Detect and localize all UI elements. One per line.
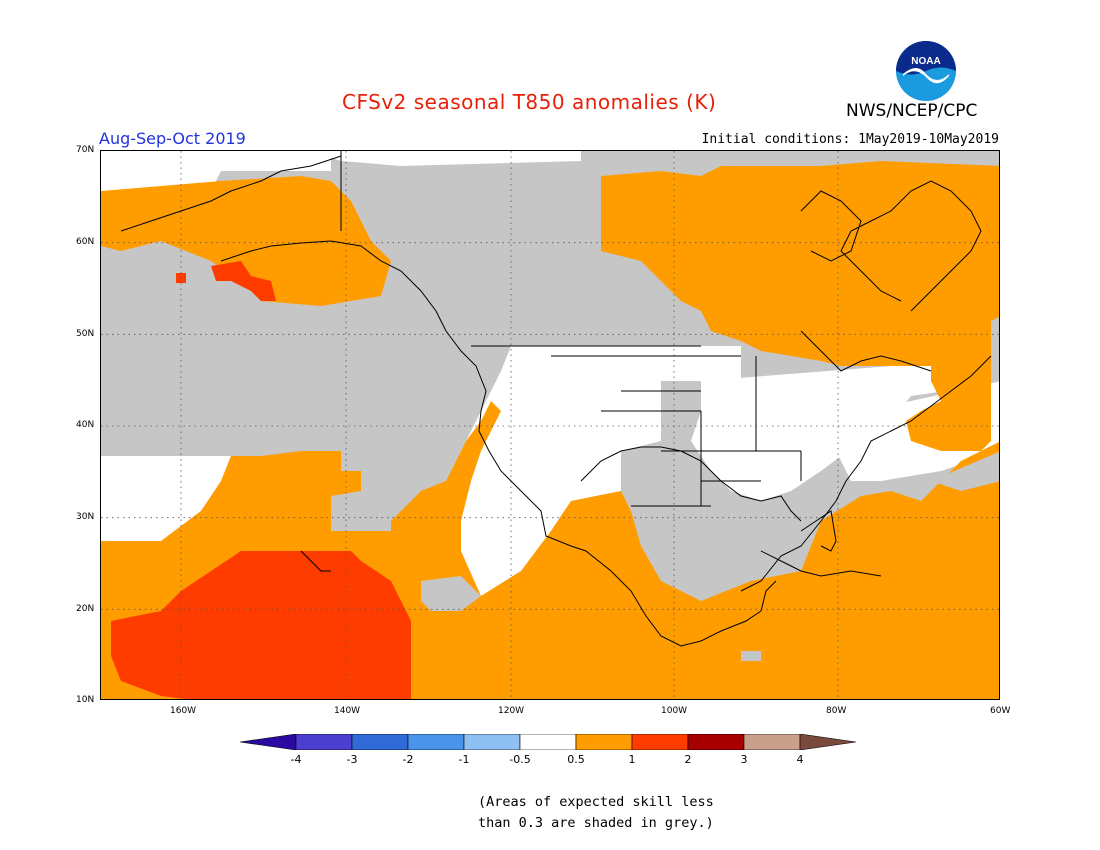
white-arctic-west [101,151,331,196]
lon-label-100w: 100W [661,706,688,716]
grey-texas-hole [631,481,691,561]
colorbar-label-pos2: 2 [684,753,692,766]
white-arctic-central [311,151,581,166]
agency-label: NWS/NCEP/CPC [846,101,978,121]
lon-label-80w: 80W [826,706,847,716]
grey-central-america-hole [741,651,761,661]
skill-note-line1: (Areas of expected skill less [478,794,714,810]
initial-conditions-label: Initial conditions: 1May2019-10May2019 [701,132,999,147]
noaa-logo: NOAA [896,41,956,101]
anomaly-map [100,150,1000,700]
colorbar [240,734,857,750]
lat-label-60n: 60N [76,237,95,247]
logo-gull [903,68,949,84]
lat-label-70n: 70N [76,145,95,155]
lon-label-60w: 60W [990,706,1011,716]
colorbar-label-neg3: -3 [346,753,358,766]
lat-label-20n: 20N [76,604,95,614]
colorbar-label-neg05: -0.5 [509,753,531,766]
colorbar-label-pos05: 0.5 [567,753,585,766]
lat-label-10n: 10N [76,695,95,705]
grey-atlantic-hole [931,451,999,491]
orange-eastern-canada [601,161,999,451]
colorbar-segment [743,734,801,750]
colorbar-label-pos3: 3 [740,753,748,766]
white-eastern-us [691,366,946,501]
map-title: CFSv2 seasonal T850 anomalies (K) [342,90,717,114]
logo-text: NOAA [911,56,940,67]
skill-note-line2: than 0.3 are shaded in grey.) [478,815,714,831]
coastlines [120,151,992,647]
colorbar-segments [240,734,857,750]
red-central-pacific [111,551,411,699]
colorbar-segment [575,734,633,750]
red-alaska [211,261,276,301]
lat-label-30n: 30N [76,512,95,522]
lat-label-40n: 40N [76,420,95,430]
orange-gulf-of-alaska [101,176,391,306]
skill-note: (Areas of expected skill less than 0.3 a… [478,792,714,834]
graticule [101,151,999,699]
colorbar-segment [295,734,353,750]
map-canvas [101,151,999,699]
logo-top [896,41,956,75]
grey-baja-hole [421,576,481,611]
colorbar-label-pos1: 1 [628,753,636,766]
lon-label-160w: 160W [170,706,197,716]
colorbar-label-neg2: -2 [402,753,414,766]
colorbar-segment [631,734,689,750]
lon-label-120w: 120W [498,706,525,716]
colorbar-segment [687,734,745,750]
colorbar-segment [463,734,521,750]
colorbar-label-neg4: -4 [290,753,302,766]
white-pacific-west [101,456,231,541]
lat-label-50n: 50N [76,329,95,339]
lon-label-140w: 140W [334,706,361,716]
colorbar-segment [351,734,409,750]
colorbar-label-pos4: 4 [796,753,804,766]
colorbar-extend-low [240,734,297,750]
season-label: Aug-Sep-Oct 2019 [99,129,246,148]
colorbar-segment [407,734,465,750]
colorbar-extend-high [799,734,857,750]
colorbar-segment [519,734,577,750]
colorbar-label-neg1: -1 [458,753,470,766]
